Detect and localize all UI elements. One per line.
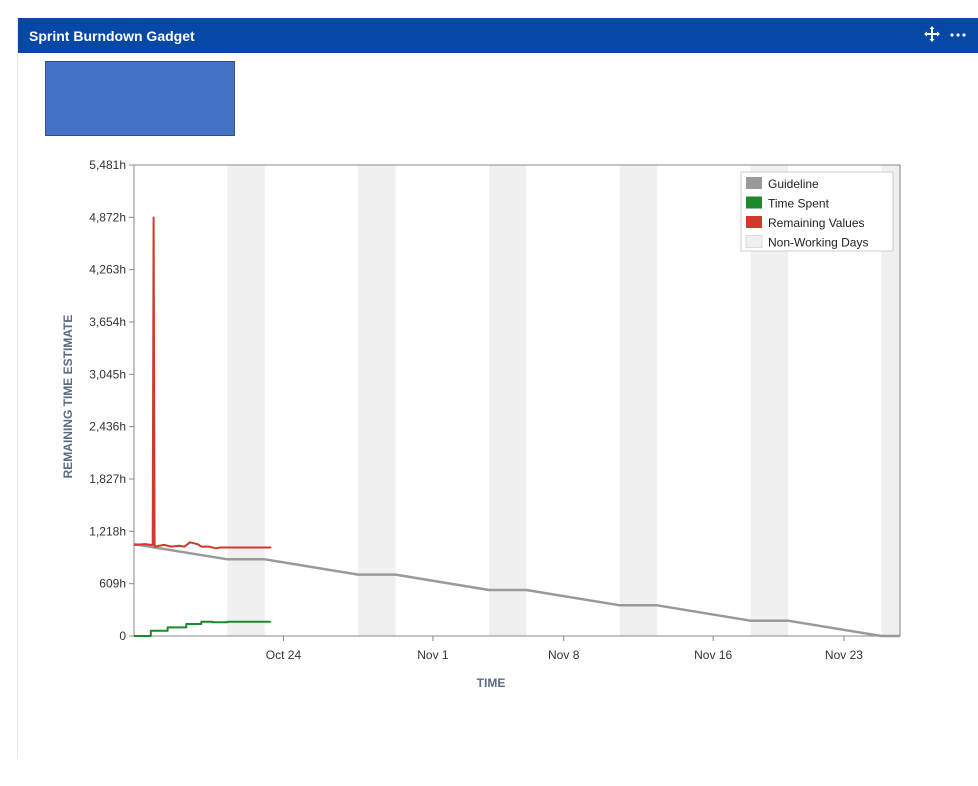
non-working-band <box>488 165 527 636</box>
y-tick-label: 1,218h <box>89 524 126 538</box>
y-tick-label: 4,263h <box>89 263 126 277</box>
y-tick-label: 0 <box>119 629 126 643</box>
x-axis-ticks: Oct 24 Nov 1 Nov 8 Nov 16 Nov 23 <box>266 636 863 662</box>
gadget-title: Sprint Burndown Gadget <box>29 28 195 44</box>
x-tick-label: Nov 23 <box>825 648 863 662</box>
non-working-band <box>619 165 658 636</box>
remaining-values-line <box>133 216 272 550</box>
placeholder-block <box>45 61 235 136</box>
non-working-band <box>881 165 900 636</box>
header-icons <box>923 25 967 43</box>
y-tick-label: 3,045h <box>89 367 126 381</box>
non-working-band <box>358 165 396 636</box>
x-tick-label: Oct 24 <box>266 648 302 662</box>
non-working-band <box>227 165 265 636</box>
y-tick-label: 5,481h <box>89 158 126 172</box>
legend-non-working-days-swatch <box>745 235 763 248</box>
y-tick-label: 3,654h <box>89 315 126 329</box>
x-tick-label: Nov 1 <box>417 648 449 662</box>
y-tick-label: 4,872h <box>89 210 126 224</box>
y-axis-label: REMAINING TIME ESTIMATE <box>61 315 75 479</box>
move-icon[interactable] <box>923 25 941 43</box>
more-options-icon[interactable] <box>949 25 967 43</box>
legend-box <box>740 171 894 252</box>
x-tick-label: Nov 8 <box>548 648 580 662</box>
x-tick-label: Nov 16 <box>694 648 732 662</box>
y-tick-label: 609h <box>99 577 126 591</box>
legend-non-working-days-label: Non-Working Days <box>768 236 868 250</box>
legend-guideline-label: Guideline <box>768 177 819 191</box>
legend-time-spent-swatch <box>746 196 762 209</box>
gadget-header: Sprint Burndown Gadget <box>18 18 978 53</box>
legend-time-spent-label: Time Spent <box>768 197 830 211</box>
y-tick-label: 1,827h <box>89 472 126 486</box>
non-working-days-bands <box>227 165 900 636</box>
legend-guideline-swatch <box>746 177 762 189</box>
series-lines <box>133 216 900 638</box>
legend-remaining-values-swatch <box>746 216 762 228</box>
y-tick-label: 2,436h <box>89 420 126 434</box>
guideline-line <box>133 542 900 638</box>
legend-remaining-values-label: Remaining Values <box>768 216 865 230</box>
plot-frame <box>133 164 901 637</box>
y-axis-ticks: 0 609h 1,218h 1,827h 2,436h 3,045h 3,654h 4,263… <box>89 158 134 643</box>
x-axis-label: TIME <box>477 676 506 690</box>
time-spent-line <box>134 620 272 637</box>
chart-legend: Guideline Time Spent Remaining Values Non-W… <box>740 171 894 252</box>
